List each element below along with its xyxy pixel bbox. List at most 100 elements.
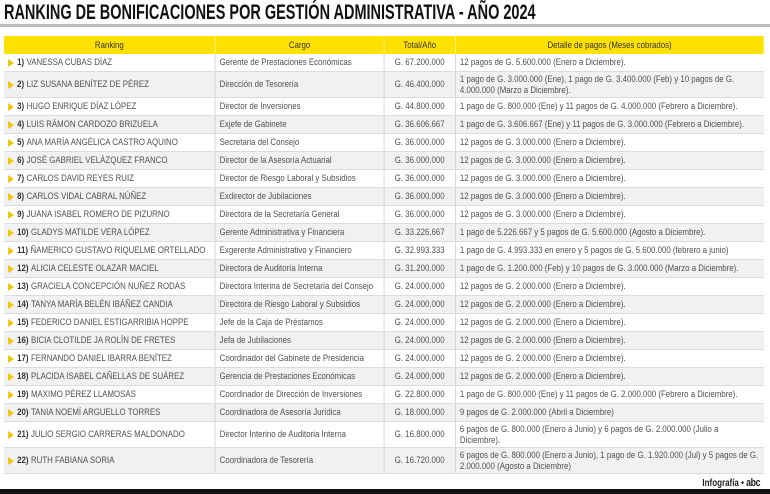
header-cargo: Cargo — [216, 36, 385, 54]
detalle-cell: 12 pagos de G. 2.000.000 (Enero a Diciem… — [459, 335, 626, 346]
ranking-cell: 18) PLACIDA ISABEL CAÑELLAS DE SUÁREZ — [4, 368, 216, 385]
ranking-cell: 20) TANIA NOEMÍ ARGUELLO TORRES — [4, 404, 216, 421]
table-row: 4) LUIS RÁMON CARDOZO BRIZUELA Exjefe de G… — [4, 116, 765, 134]
person-name: LIZ SUSANA BENÍTEZ DE PÉREZ — [26, 79, 149, 90]
arrow-right-icon — [8, 456, 14, 465]
person-name: PLACIDA ISABEL CAÑELLAS DE SUÁREZ — [30, 371, 185, 382]
ranking-cell: 19) MAXIMO PÉREZ LLAMOSAS — [4, 386, 216, 403]
total-cell: G. 24.000.000 — [384, 350, 456, 367]
person-name: RUTH FABIANA SORIA — [30, 455, 115, 466]
ranking-cell: 11) ÑAMERICO GUSTAVO RIQUELME ORTELLADO — [4, 242, 216, 259]
arrow-right-icon — [8, 408, 14, 417]
person-name: HUGO ENRIQUE DÍAZ LÓPEZ — [26, 101, 137, 112]
table-row: 22) RUTH FABIANA SORIA Coordinadora de Tes… — [4, 448, 765, 474]
rank-number: 6) — [17, 155, 25, 166]
total-cell: G. 36.000.000 — [384, 188, 456, 205]
person-name: JUANA ISABEL ROMERO DE PIZURNO — [26, 209, 170, 220]
ranking-cell: 3) HUGO ENRIQUE DÍAZ LÓPEZ — [4, 98, 216, 115]
total-cell: G. 24.000.000 — [384, 368, 456, 385]
ranking-cell: 12) ALICIA CELESTE OLAZAR MACIEL — [4, 260, 216, 277]
cargo-cell: Coordinador del Gabinete de Presidencia — [216, 350, 385, 367]
ranking-cell: 17) FERNANDO DANIEL IBARRA BENÍTEZ — [4, 350, 216, 367]
cargo-cell: Jefa de Jubilaciones — [216, 332, 385, 349]
arrow-right-icon — [8, 390, 14, 399]
table-row: 5) ANA MARÍA ANGÉLICA CASTRO AQUINO Secret… — [4, 134, 765, 152]
total-cell: G. 36.000.000 — [384, 152, 456, 169]
table-row: 8) CARLOS VIDAL CABRAL NÚÑEZ Exdirector de… — [4, 188, 765, 206]
arrow-right-icon — [8, 246, 14, 255]
person-name: TANYA MARÍA BELÉN IBÁÑEZ CANDIA — [30, 299, 173, 310]
detalle-cell: 6 pagos de G. 800.000 (Enero a Junio), 1… — [459, 449, 759, 472]
credit-text: Infografía — [702, 478, 739, 489]
total-cell: G. 44.800.000 — [384, 98, 456, 115]
person-name: LUIS RÁMON CARDOZO BRIZUELA — [26, 119, 158, 130]
detalle-cell: 12 pagos de G. 3.000.000 (Enero a Diciem… — [459, 191, 626, 202]
table-row: 17) FERNANDO DANIEL IBARRA BENÍTEZ Coordin… — [4, 350, 765, 368]
rank-number: 4) — [17, 119, 25, 130]
total-cell: G. 67.200.000 — [384, 54, 456, 71]
arrow-right-icon — [8, 300, 14, 309]
ranking-cell: 10) GLADYS MATILDE VERA LÓPEZ — [4, 224, 216, 241]
table-row: 14) TANYA MARÍA BELÉN IBÁÑEZ CANDIA Direct… — [4, 296, 765, 314]
person-name: ALICIA CELESTE OLAZAR MACIEL — [30, 263, 159, 274]
cargo-cell: Coordinadora de Asesoría Jurídica — [216, 404, 385, 421]
arrow-right-icon — [8, 156, 14, 165]
total-cell: G. 18.000.000 — [384, 404, 456, 421]
total-cell: G. 36.000.000 — [384, 206, 456, 223]
rank-number: 1) — [17, 57, 25, 68]
ranking-cell: 15) FEDERICO DANIEL ESTIGARRIBIA HOPPE — [4, 314, 216, 331]
arrow-right-icon — [8, 80, 14, 89]
arrow-right-icon — [8, 120, 14, 129]
person-name: GLADYS MATILDE VERA LÓPEZ — [30, 227, 150, 238]
table-row: 19) MAXIMO PÉREZ LLAMOSAS Coordinador de D… — [4, 386, 765, 404]
cargo-cell: Director de Riesgo Laboral y Subsidios — [216, 170, 385, 187]
cargo-cell: Exdirector de Jubilaciones — [216, 188, 385, 205]
ranking-table: Ranking Cargo Total/Año Detalle de pagos… — [4, 36, 765, 474]
ranking-cell: 22) RUTH FABIANA SORIA — [4, 448, 216, 473]
arrow-right-icon — [8, 336, 14, 345]
person-name: CARLOS VIDAL CABRAL NÚÑEZ — [26, 191, 147, 202]
person-name: JULIO SERGIO CARRERAS MALDONADO — [30, 429, 185, 440]
ranking-cell: 14) TANYA MARÍA BELÉN IBÁÑEZ CANDIA — [4, 296, 216, 313]
header-ranking: Ranking — [4, 36, 216, 54]
total-cell: G. 33.226.667 — [384, 224, 456, 241]
total-cell: G. 46.400.000 — [384, 72, 456, 97]
table-row: 10) GLADYS MATILDE VERA LÓPEZ Gerente Admi… — [4, 224, 765, 242]
ranking-cell: 9) JUANA ISABEL ROMERO DE PIZURNO — [4, 206, 216, 223]
arrow-right-icon — [8, 174, 14, 183]
table-row: 1) VANESSA CUBAS DÍAZ Gerente de Prestacio… — [4, 54, 765, 72]
header-total: Total/Año — [384, 36, 456, 54]
total-cell: G. 36.000.000 — [384, 134, 456, 151]
total-cell: G. 31.200.000 — [384, 260, 456, 277]
rank-number: 8) — [17, 191, 25, 202]
table-body: 1) VANESSA CUBAS DÍAZ Gerente de Prestacio… — [4, 54, 765, 474]
arrow-right-icon — [8, 192, 14, 201]
detalle-cell: 12 pagos de G. 3.000.000 (Enero a Diciem… — [459, 137, 626, 148]
person-name: MAXIMO PÉREZ LLAMOSAS — [30, 389, 136, 400]
table-row: 7) CARLOS DAVID REYES RUIZ Director de Rie… — [4, 170, 765, 188]
arrow-right-icon — [8, 372, 14, 381]
total-cell: G. 16.720.000 — [384, 448, 456, 473]
person-name: ANA MARÍA ANGÉLICA CASTRO AQUINO — [26, 137, 178, 148]
person-name: ÑAMERICO GUSTAVO RIQUELME ORTELLADO — [30, 245, 206, 256]
table-row: 12) ALICIA CELESTE OLAZAR MACIEL Directora… — [4, 260, 765, 278]
total-cell: G. 24.000.000 — [384, 278, 456, 295]
table-row: 9) JUANA ISABEL ROMERO DE PIZURNO Director… — [4, 206, 765, 224]
ranking-cell: 13) GRACIELA CONCEPCIÓN NUÑEZ RODAS — [4, 278, 216, 295]
total-cell: G. 32.993.333 — [384, 242, 456, 259]
arrow-right-icon — [8, 430, 14, 439]
ranking-cell: 16) BICIA CLOTILDE JA ROLÍN DE FRETES — [4, 332, 216, 349]
page-title: RANKING DE BONIFICACIONES POR GESTIÓN AD… — [4, 1, 536, 24]
person-name: FERNANDO DANIEL IBARRA BENÍTEZ — [30, 353, 172, 364]
person-name: BICIA CLOTILDE JA ROLÍN DE FRETES — [30, 335, 176, 346]
header-detalle: Detalle de pagos (Meses cobrados) — [456, 36, 765, 54]
ranking-cell: 21) JULIO SERGIO CARRERAS MALDONADO — [4, 422, 216, 447]
cargo-cell: Director Interino de Auditoria Interna — [216, 422, 385, 447]
table-row: 21) JULIO SERGIO CARRERAS MALDONADO Direct… — [4, 422, 765, 448]
person-name: FEDERICO DANIEL ESTIGARRIBIA HOPPE — [30, 317, 189, 328]
cargo-cell: Gerente de Prestaciones Económicas — [216, 54, 385, 71]
ranking-cell: 7) CARLOS DAVID REYES RUIZ — [4, 170, 216, 187]
detalle-cell: 6 pagos de G. 800.000 (Enero a Junio) y … — [459, 423, 719, 446]
total-cell: G. 24.000.000 — [384, 332, 456, 349]
rank-number: 21) — [17, 429, 29, 440]
